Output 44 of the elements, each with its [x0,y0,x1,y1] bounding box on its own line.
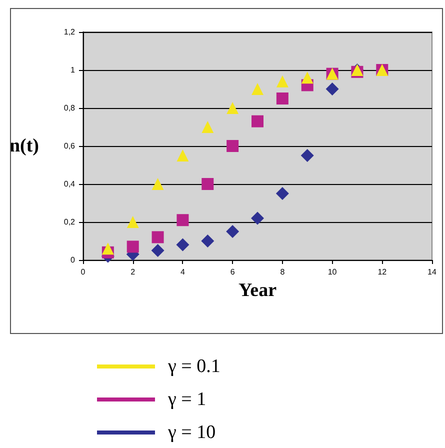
point [226,140,239,152]
point [102,242,114,255]
point [176,150,189,162]
y-tick-label: 0,4 [64,180,76,188]
x-tick-label: 0 [80,268,86,276]
point [251,212,264,225]
y-tick-label: 0,8 [64,104,76,112]
y-tick-label: 1 [70,66,76,74]
y-tick-label: 0 [70,256,76,264]
point [151,244,164,257]
x-tick-label: 6 [230,268,236,276]
point [226,102,239,114]
x-axis-title: Year [238,280,278,301]
x-tick-label: 4 [180,268,186,276]
point [326,82,339,96]
point [202,121,214,133]
point [176,214,189,226]
legend-label: γ = 1 [167,389,206,410]
x-tick-label: 2 [130,268,136,276]
point [226,225,240,238]
point [276,187,289,200]
y-tick-label: 0,2 [64,218,76,226]
point [276,75,288,88]
y-tick-label: 0,6 [64,142,76,150]
x-tick-label: 14 [428,268,437,276]
point [252,115,264,128]
point [300,149,314,162]
point [126,216,139,228]
point [202,178,214,190]
y-axis-title: n(t) [9,136,39,156]
x-tick-label: 12 [378,268,388,276]
x-tick-label: 10 [328,268,338,276]
point [152,178,164,190]
point [152,231,164,244]
point [176,238,190,252]
point [301,72,314,84]
legend-label: γ = 10 [167,422,216,443]
point [252,83,264,95]
point [276,92,288,104]
legend-label: γ = 0.1 [167,356,220,377]
point [126,240,139,253]
y-tick-label: 1,2 [64,28,76,36]
point [201,234,214,248]
x-tick-label: 8 [280,268,286,276]
